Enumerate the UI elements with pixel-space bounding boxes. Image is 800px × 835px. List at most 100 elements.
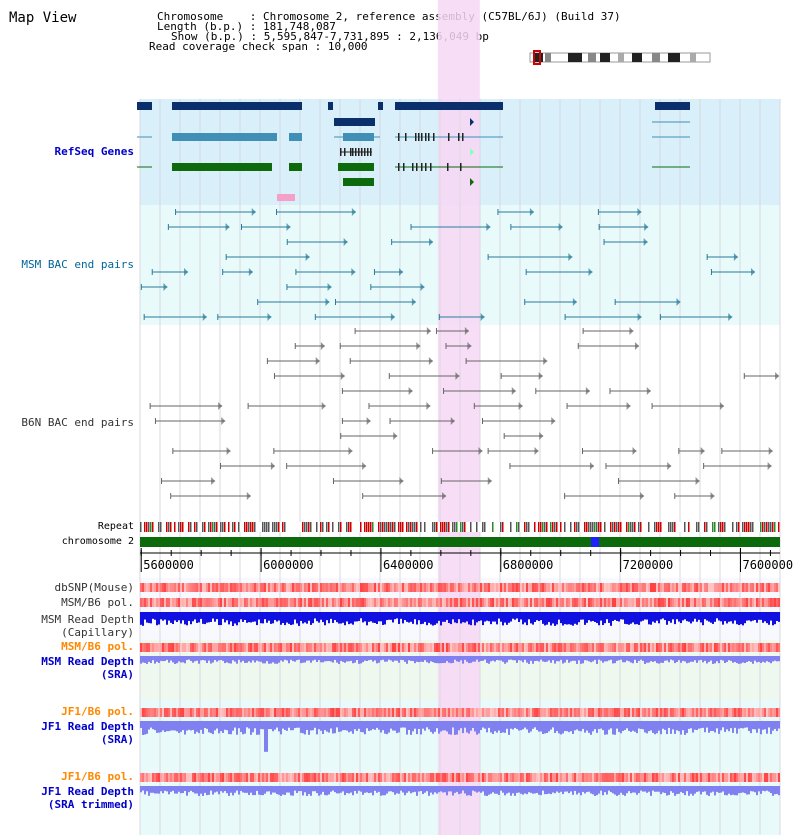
snp-density-cell	[398, 583, 400, 592]
snp-density-cell	[194, 583, 196, 592]
pol-density-cell	[458, 773, 460, 782]
pol-density-cell	[690, 773, 692, 782]
depth-bar	[156, 721, 158, 733]
depth-bar	[384, 721, 386, 734]
pol-density-cell	[434, 773, 436, 782]
depth-bar	[574, 656, 576, 661]
track-label-msm-b6-pol-2: MSM/B6 pol.	[61, 640, 134, 653]
depth-bar	[248, 721, 250, 729]
snp-density-cell	[332, 583, 334, 592]
snp-density-cell	[714, 583, 716, 592]
depth-bar	[406, 612, 408, 622]
pol-density-cell	[286, 708, 288, 717]
depth-bar	[364, 786, 366, 793]
depth-bar	[660, 786, 662, 795]
repeat-element	[750, 522, 752, 532]
depth-bar	[298, 721, 300, 728]
depth-bar	[326, 721, 328, 732]
pol-density-cell	[294, 773, 296, 782]
repeat-element	[188, 522, 190, 532]
exon	[421, 133, 423, 141]
pol-density-cell	[444, 708, 446, 717]
pol-density-cell	[644, 773, 646, 782]
depth-bar	[740, 721, 742, 729]
gene-block	[334, 118, 375, 126]
depth-bar	[198, 656, 200, 664]
depth-bar	[430, 721, 432, 732]
pol-density-cell	[464, 598, 466, 607]
pol-density-cell	[344, 708, 346, 717]
pol-density-cell	[492, 598, 494, 607]
depth-bar	[594, 612, 596, 622]
pol-density-cell	[394, 598, 396, 607]
depth-bar	[464, 786, 466, 794]
pol-density-cell	[402, 598, 404, 607]
repeat-element	[612, 522, 614, 532]
exon	[458, 133, 460, 141]
pol-density-cell	[232, 773, 234, 782]
pol-density-cell	[344, 773, 346, 782]
depth-bar	[588, 656, 590, 662]
depth-bar	[762, 786, 764, 791]
pol-density-cell	[238, 708, 240, 717]
depth-bar	[170, 656, 172, 661]
pol-density-cell	[340, 708, 342, 717]
pol-density-cell	[326, 643, 328, 652]
msm-bac-pair-end	[351, 208, 356, 216]
msm-bac-pair-end	[251, 208, 256, 216]
depth-bar	[744, 786, 746, 794]
depth-bar	[370, 612, 372, 622]
depth-bar	[572, 786, 574, 795]
pol-density-cell	[164, 643, 166, 652]
snp-density-cell	[268, 583, 270, 592]
pol-density-cell	[738, 598, 740, 607]
pol-density-cell	[712, 773, 714, 782]
pol-density-cell	[438, 598, 440, 607]
depth-bar	[492, 656, 494, 661]
pol-density-cell	[476, 773, 478, 782]
repeat-element	[510, 522, 512, 532]
pol-density-cell	[260, 643, 262, 652]
pol-density-cell	[386, 598, 388, 607]
depth-bar	[512, 656, 514, 661]
snp-density-cell	[472, 583, 474, 592]
snp-density-cell	[668, 583, 670, 592]
repeat-element	[202, 522, 204, 532]
pol-density-cell	[660, 708, 662, 717]
snp-density-cell	[590, 583, 592, 592]
pol-density-cell	[262, 773, 264, 782]
depth-bar	[468, 721, 470, 734]
depth-bar	[336, 656, 338, 663]
snp-density-cell	[576, 583, 578, 592]
pol-density-cell	[266, 708, 268, 717]
depth-bar	[220, 656, 222, 660]
snp-density-cell	[662, 583, 664, 592]
msm-bac-pair-end	[643, 238, 648, 246]
depth-bar	[634, 786, 636, 793]
depth-bar	[326, 612, 328, 621]
snp-density-cell	[606, 583, 608, 592]
depth-bar	[540, 721, 542, 732]
pol-density-cell	[296, 643, 298, 652]
pol-density-cell	[376, 643, 378, 652]
pol-density-cell	[602, 598, 604, 607]
pol-density-cell	[416, 773, 418, 782]
pol-density-cell	[450, 598, 452, 607]
snp-density-cell	[622, 583, 624, 592]
depth-bar	[182, 721, 184, 731]
b6n-bac-pair-end	[426, 327, 431, 335]
pol-density-cell	[260, 773, 262, 782]
pol-density-cell	[412, 773, 414, 782]
depth-bar	[244, 721, 246, 734]
pol-density-cell	[732, 643, 734, 652]
depth-bar	[606, 612, 608, 620]
repeat-element	[170, 522, 172, 532]
pol-density-cell	[594, 773, 596, 782]
pol-density-cell	[412, 708, 414, 717]
snp-density-cell	[166, 583, 168, 592]
depth-bar	[208, 786, 210, 795]
pol-density-cell	[572, 708, 574, 717]
depth-bar	[562, 721, 564, 734]
pol-density-cell	[770, 643, 772, 652]
